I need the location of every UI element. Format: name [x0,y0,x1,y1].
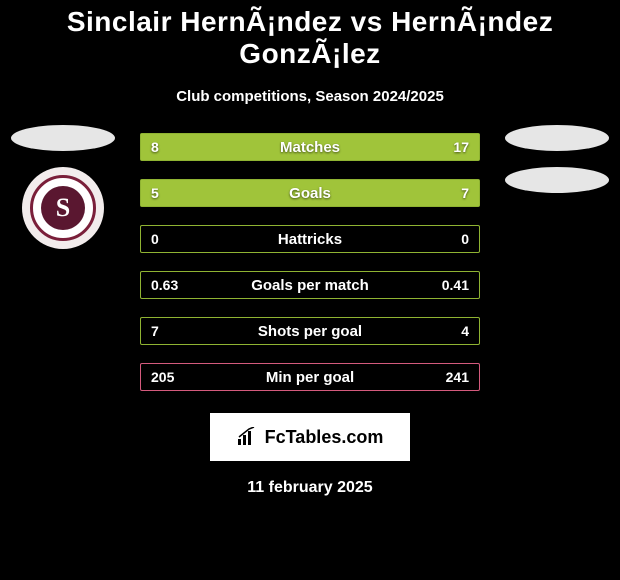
club-badge-letter: S [41,186,85,230]
player-left-club-badge: S [22,167,104,249]
stat-label: Hattricks [141,231,479,248]
stat-row: 205241Min per goal [140,363,480,391]
player-right-club-placeholder [505,167,609,193]
comparison-content: S 817Matches 57Goals 00Hattricks 0.630.41Go… [0,133,620,391]
date-text: 11 february 2025 [0,479,620,497]
left-player-column: S [8,125,118,249]
page-title: Sinclair HernÃ¡ndez vs HernÃ¡ndez GonzÃ¡… [0,0,620,70]
stat-label: Min per goal [141,369,479,386]
stat-row: 0.630.41Goals per match [140,271,480,299]
stat-row: 817Matches [140,133,480,161]
player-right-flag-placeholder [505,125,609,151]
stat-label: Goals per match [141,277,479,294]
player-left-flag-placeholder [11,125,115,151]
stat-label: Matches [141,139,479,156]
chart-icon [237,427,259,447]
subtitle: Club competitions, Season 2024/2025 [0,88,620,105]
right-player-column [502,125,612,193]
stat-label: Shots per goal [141,323,479,340]
stat-label: Goals [141,185,479,202]
stat-row: 00Hattricks [140,225,480,253]
brand-box[interactable]: FcTables.com [210,413,410,461]
stat-bars: 817Matches 57Goals 00Hattricks 0.630.41Goal… [140,133,480,391]
stat-row: 74Shots per goal [140,317,480,345]
brand-text: FcTables.com [265,427,384,448]
stat-row: 57Goals [140,179,480,207]
